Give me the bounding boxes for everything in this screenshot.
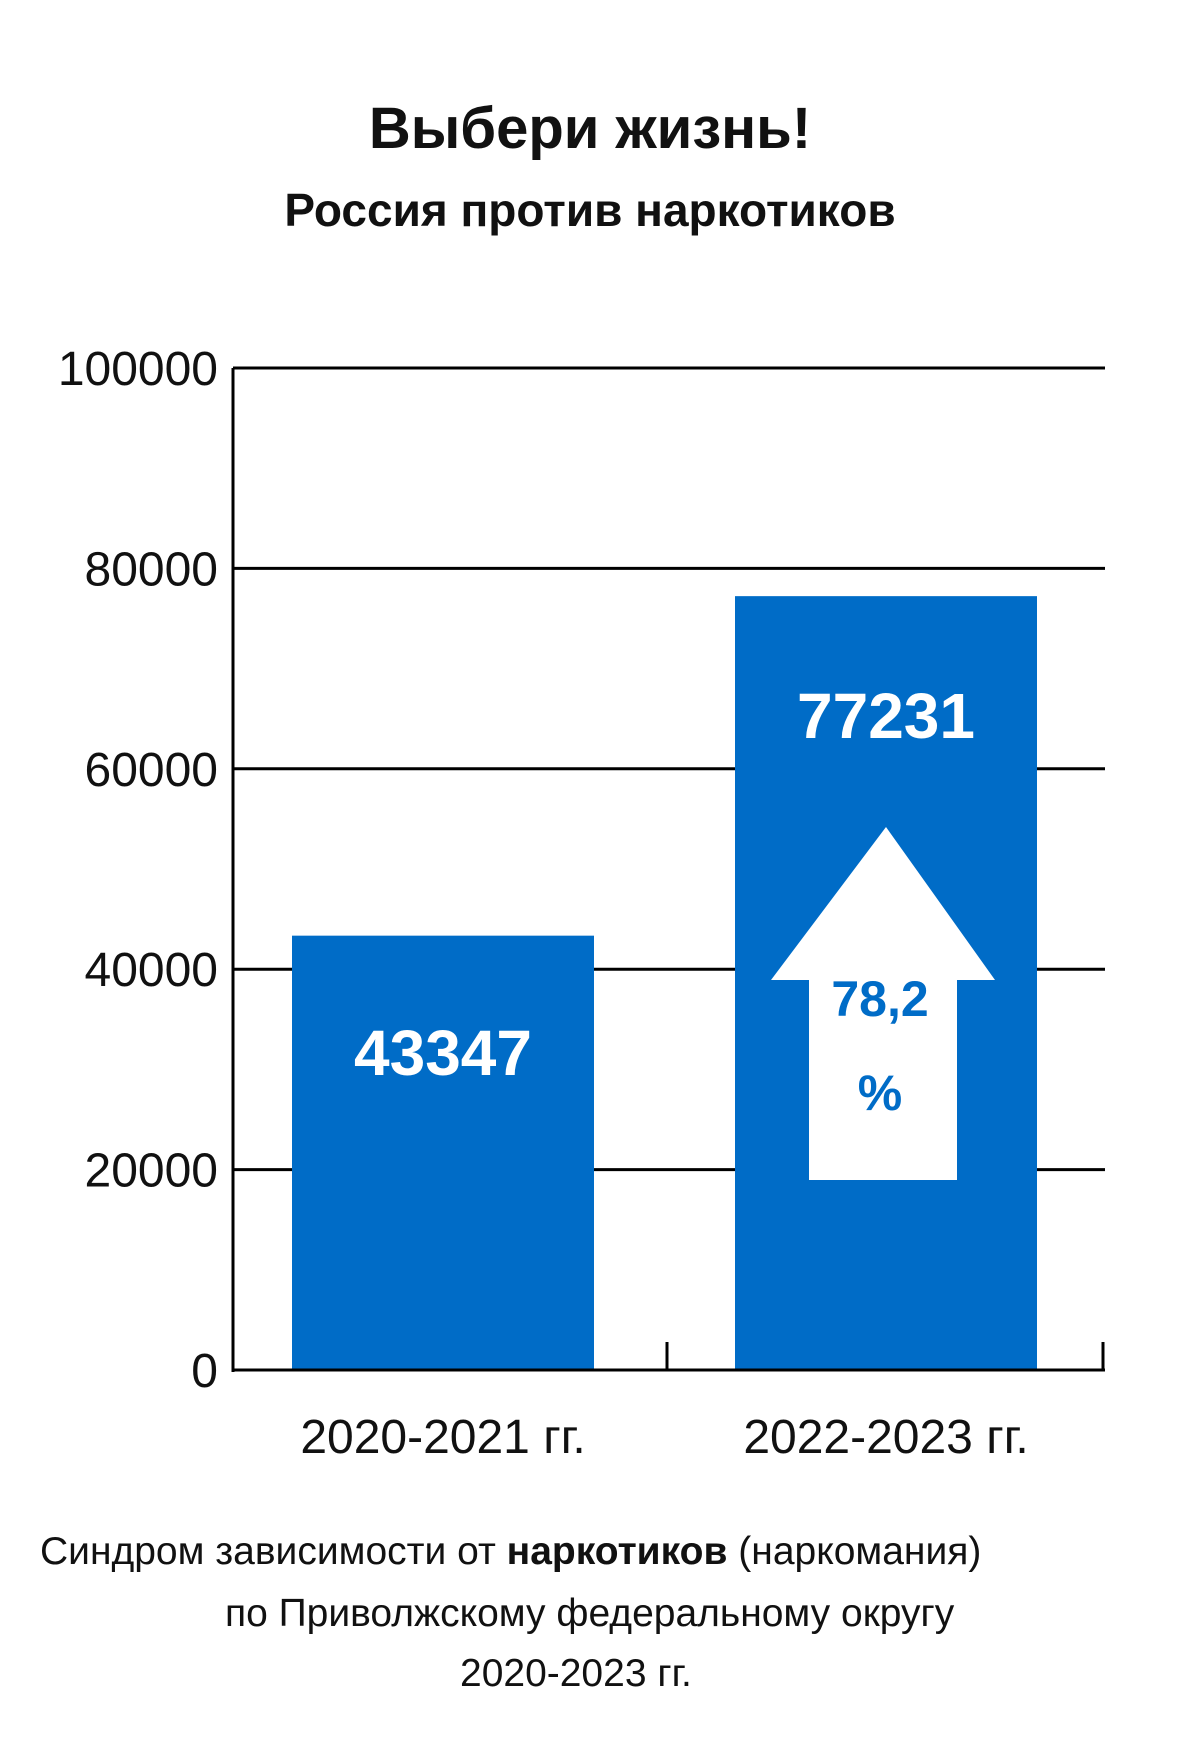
axes [231,368,1105,1372]
bar-chart: 0 20000 40000 60000 80000 100000 2020-2021 гг.… [58,343,1105,1464]
y-tick-label: 40000 [85,944,218,997]
x-tick-label: 2020-2021 гг. [300,1411,585,1464]
up-arrow-icon [771,827,995,1180]
y-tick-label: 100000 [58,343,218,396]
chart-title: Выбери жизнь! [368,96,812,161]
y-tick-label: 20000 [85,1145,218,1198]
y-tick-label: 60000 [85,744,218,797]
caption-text-pre: Синдром зависимости от [40,1530,507,1573]
caption-text-bold: наркотиков [506,1530,728,1573]
arrow-label-percent: % [858,1065,902,1121]
bars [292,596,1037,1370]
caption-line-2: по Приволжскому федеральному округу [225,1592,955,1635]
caption-line-3: 2020-2023 гг. [460,1652,692,1695]
arrow-label-value: 78,2 [831,971,928,1027]
caption-text-post: (наркомания) [727,1530,982,1573]
y-tick-label: 80000 [85,543,218,596]
data-label: 43347 [354,1017,532,1089]
bar [292,935,594,1370]
y-tick-label: 0 [191,1345,218,1398]
data-label: 77231 [797,680,975,752]
chart-subtitle: Россия против наркотиков [284,184,896,236]
caption-line-1: Синдром зависимости от наркотиков (нарко… [40,1530,981,1574]
x-tick-label: 2022-2023 гг. [743,1411,1028,1464]
tick-labels: 0 20000 40000 60000 80000 100000 2020-2021 гг.… [58,343,1029,1464]
annotation-arrow: 78,2% [771,827,995,1180]
